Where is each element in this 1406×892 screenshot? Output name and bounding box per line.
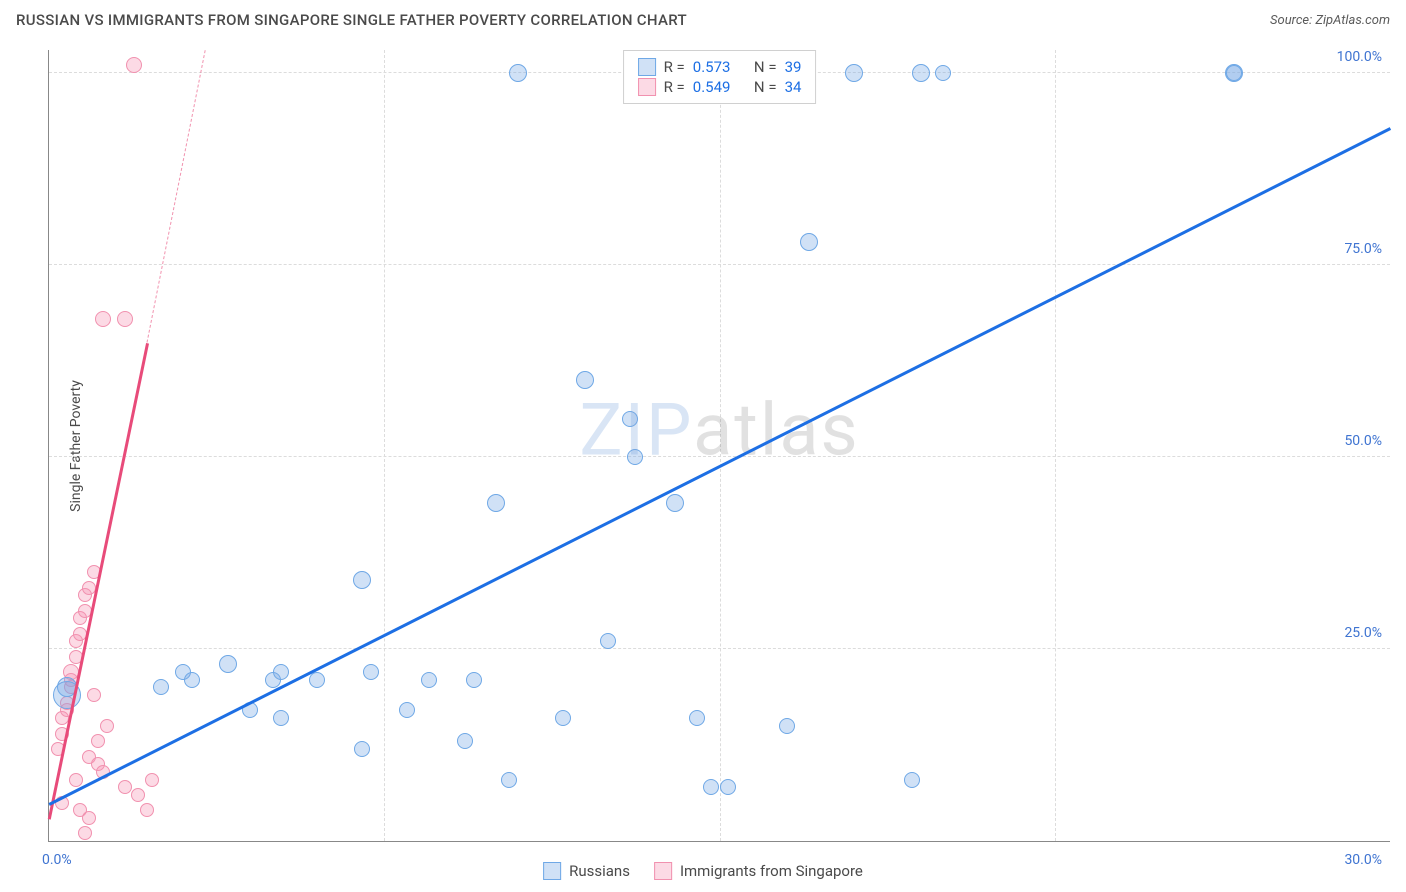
watermark-part2: atlas	[693, 387, 860, 472]
gridline-vertical	[1055, 50, 1056, 841]
scatter-point-singapore	[82, 811, 96, 825]
legend-stats: R = 0.573 N = 39 R = 0.549 N = 34	[623, 50, 817, 104]
scatter-point-singapore	[87, 688, 101, 702]
scatter-point-russians	[153, 679, 169, 695]
legend-item-singapore: Immigrants from Singapore	[654, 862, 863, 880]
scatter-point-russians	[309, 672, 325, 688]
scatter-point-russians	[184, 672, 200, 688]
scatter-point-russians	[363, 664, 379, 680]
r-label-russians: R =	[664, 58, 685, 76]
scatter-point-russians	[703, 779, 719, 795]
scatter-point-russians	[509, 64, 527, 82]
scatter-point-russians	[600, 633, 616, 649]
scatter-point-russians	[273, 710, 289, 726]
legend-stats-row-russians: R = 0.573 N = 39	[638, 57, 802, 77]
scatter-point-russians	[912, 64, 930, 82]
n-label-russians: N =	[754, 58, 777, 76]
scatter-point-russians	[354, 741, 370, 757]
scatter-point-singapore	[117, 311, 133, 327]
scatter-point-russians	[457, 733, 473, 749]
legend-item-russians: Russians	[543, 862, 630, 880]
trend-dash-singapore	[147, 50, 206, 342]
scatter-point-singapore	[69, 773, 83, 787]
scatter-point-russians	[666, 494, 684, 512]
n-value-singapore: 34	[785, 78, 802, 96]
scatter-point-singapore	[95, 311, 111, 327]
scatter-point-russians	[689, 710, 705, 726]
r-value-singapore: 0.549	[693, 78, 731, 96]
scatter-point-russians	[622, 411, 638, 427]
scatter-point-singapore	[126, 57, 142, 73]
plot-region: ZIPatlas R = 0.573 N = 39 R = 0.549 N = …	[48, 50, 1390, 842]
r-value-russians: 0.573	[693, 58, 731, 76]
scatter-point-singapore	[100, 719, 114, 733]
scatter-point-russians	[466, 672, 482, 688]
scatter-point-russians	[720, 779, 736, 795]
origin-label: 0.0%	[42, 852, 72, 868]
n-value-russians: 39	[785, 58, 802, 76]
scatter-point-singapore	[78, 826, 92, 840]
y-tick-label: 25.0%	[1344, 625, 1382, 641]
y-tick-label: 100.0%	[1337, 49, 1382, 65]
chart-title: RUSSIAN VS IMMIGRANTS FROM SINGAPORE SIN…	[16, 11, 687, 29]
scatter-point-russians	[1226, 65, 1242, 81]
scatter-point-russians	[219, 655, 237, 673]
scatter-point-russians	[779, 718, 795, 734]
n-label-singapore: N =	[754, 78, 777, 96]
source-attribution: Source: ZipAtlas.com	[1270, 13, 1390, 28]
r-label-singapore: R =	[664, 78, 685, 96]
scatter-point-russians	[845, 64, 863, 82]
legend-series: Russians Immigrants from Singapore	[543, 862, 863, 880]
swatch-singapore	[638, 78, 656, 96]
scatter-point-singapore	[131, 788, 145, 802]
swatch-singapore-bottom	[654, 862, 672, 880]
scatter-point-russians	[627, 449, 643, 465]
scatter-point-singapore	[145, 773, 159, 787]
swatch-russians	[638, 58, 656, 76]
chart-header: RUSSIAN VS IMMIGRANTS FROM SINGAPORE SIN…	[0, 0, 1406, 40]
legend-stats-row-singapore: R = 0.549 N = 34	[638, 77, 802, 97]
source-name: ZipAtlas.com	[1315, 13, 1390, 28]
gridline-vertical	[720, 50, 721, 841]
y-tick-label: 75.0%	[1344, 241, 1382, 257]
scatter-point-singapore	[91, 734, 105, 748]
scatter-point-russians	[935, 65, 951, 81]
gridline-vertical	[384, 50, 385, 841]
scatter-point-russians	[353, 571, 371, 589]
scatter-point-russians	[800, 233, 818, 251]
legend-label-singapore: Immigrants from Singapore	[680, 862, 863, 880]
scatter-point-singapore	[140, 803, 154, 817]
scatter-point-russians	[487, 494, 505, 512]
scatter-point-russians	[273, 664, 289, 680]
legend-label-russians: Russians	[569, 862, 630, 880]
scatter-point-russians	[555, 710, 571, 726]
scatter-point-singapore	[118, 780, 132, 794]
source-prefix: Source:	[1270, 13, 1315, 28]
y-tick-label: 50.0%	[1344, 433, 1382, 449]
x-max-label: 30.0%	[1344, 852, 1382, 868]
scatter-point-russians	[576, 371, 594, 389]
scatter-point-russians	[421, 672, 437, 688]
swatch-russians-bottom	[543, 862, 561, 880]
chart-area: Single Father Poverty ZIPatlas R = 0.573…	[48, 50, 1390, 842]
scatter-point-russians	[904, 772, 920, 788]
scatter-point-russians	[501, 772, 517, 788]
scatter-point-russians	[399, 702, 415, 718]
